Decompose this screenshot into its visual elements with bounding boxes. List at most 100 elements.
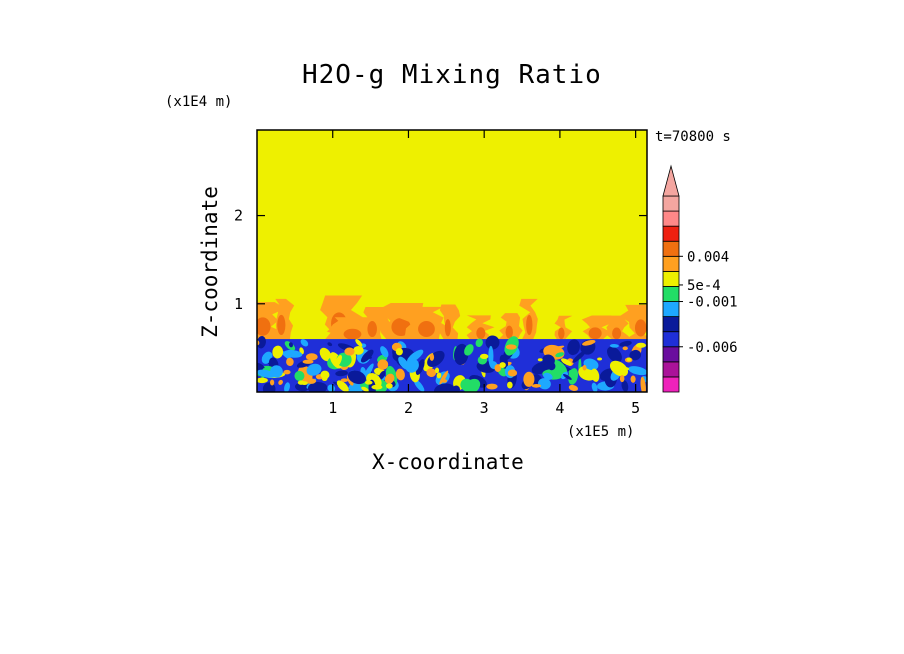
eddy-core bbox=[619, 374, 625, 383]
colorbar-cell bbox=[662, 316, 680, 333]
eddy-core bbox=[531, 383, 542, 388]
eddy bbox=[607, 346, 622, 363]
eddy-core bbox=[429, 353, 435, 361]
eddy bbox=[568, 368, 579, 385]
eddy bbox=[377, 359, 389, 370]
eddy bbox=[415, 359, 425, 375]
eddy bbox=[288, 342, 293, 348]
eddy-core bbox=[385, 383, 393, 389]
plume-core bbox=[257, 317, 271, 336]
eddy-core bbox=[622, 346, 628, 351]
colorbar-cell bbox=[662, 286, 680, 302]
eddy bbox=[355, 339, 363, 347]
eddy bbox=[621, 380, 629, 392]
plume-core bbox=[588, 327, 602, 340]
eddy bbox=[628, 366, 647, 376]
eddy bbox=[306, 363, 322, 376]
eddy bbox=[543, 372, 553, 380]
eddy bbox=[464, 344, 474, 356]
eddy-core bbox=[364, 380, 373, 385]
eddy bbox=[336, 380, 349, 392]
colorbar: 0.004 5e-4-0.001 -0.006 bbox=[662, 164, 738, 393]
x-tick-label: 4 bbox=[555, 399, 564, 417]
eddy-core bbox=[547, 348, 552, 354]
eddy bbox=[572, 350, 587, 363]
eddy-core bbox=[479, 353, 489, 360]
eddy bbox=[360, 349, 374, 363]
eddy-core bbox=[270, 379, 275, 386]
eddy bbox=[640, 376, 646, 392]
eddy bbox=[257, 335, 266, 349]
plume-core bbox=[505, 325, 513, 339]
eddy-core bbox=[340, 378, 349, 383]
colorbar-cell bbox=[662, 270, 680, 287]
eddy bbox=[319, 347, 332, 362]
plot-frame bbox=[256, 129, 648, 393]
eddy-core bbox=[507, 381, 513, 389]
eddy bbox=[436, 372, 442, 379]
plume-core bbox=[526, 314, 533, 336]
eddy-core bbox=[395, 348, 403, 356]
eddy-core bbox=[306, 378, 317, 384]
eddy bbox=[567, 339, 580, 356]
eddy bbox=[407, 349, 424, 363]
plume bbox=[498, 313, 523, 340]
eddy bbox=[583, 358, 599, 371]
x-tick-label: 3 bbox=[480, 399, 489, 417]
eddy bbox=[262, 382, 276, 392]
eddy-core bbox=[537, 358, 543, 362]
plume-core bbox=[444, 319, 451, 337]
eddy bbox=[361, 386, 369, 392]
eddy-core bbox=[371, 384, 383, 390]
eddy bbox=[609, 343, 619, 348]
eddy bbox=[257, 362, 265, 372]
eddy bbox=[395, 368, 405, 381]
eddy-core bbox=[257, 377, 268, 384]
eddy bbox=[300, 339, 309, 347]
plume-core bbox=[418, 320, 435, 338]
plume-core bbox=[343, 328, 362, 340]
colorbar-cell bbox=[662, 301, 680, 318]
eddy bbox=[619, 340, 632, 347]
eddy-core bbox=[320, 370, 330, 380]
eddy bbox=[475, 338, 483, 348]
eddy bbox=[548, 345, 565, 351]
eddy bbox=[642, 376, 647, 383]
eddy bbox=[538, 378, 551, 390]
eddy-core bbox=[486, 383, 498, 390]
eddy bbox=[327, 342, 333, 347]
y-tick-label: 2 bbox=[234, 207, 243, 225]
eddy-core bbox=[297, 380, 305, 385]
eddy-core bbox=[344, 347, 355, 356]
eddy bbox=[523, 371, 535, 387]
eddy bbox=[582, 339, 596, 346]
eddy bbox=[347, 381, 363, 392]
eddy bbox=[413, 379, 425, 392]
eddy-core bbox=[507, 369, 518, 377]
colorbar-cell bbox=[662, 361, 680, 378]
eddy bbox=[568, 384, 579, 392]
colorbar-cell bbox=[662, 240, 680, 257]
eddy-core bbox=[597, 357, 603, 361]
eddy bbox=[380, 346, 389, 358]
eddy bbox=[347, 370, 366, 385]
eddy bbox=[272, 345, 284, 359]
eddy bbox=[563, 373, 572, 380]
eddy-core bbox=[353, 345, 364, 355]
eddy-core bbox=[582, 364, 587, 371]
eddy bbox=[561, 358, 572, 366]
eddy bbox=[294, 370, 305, 381]
eddy bbox=[439, 370, 449, 385]
x-tick-label: 1 bbox=[328, 399, 337, 417]
plume bbox=[602, 315, 633, 340]
plume-core bbox=[634, 319, 647, 337]
colorbar-cell bbox=[662, 376, 680, 393]
eddy-core bbox=[434, 367, 440, 374]
colorbar-extension bbox=[662, 164, 680, 197]
eddy bbox=[286, 357, 294, 367]
eddy bbox=[283, 349, 303, 358]
plume-core bbox=[277, 314, 286, 336]
eddy-core bbox=[302, 359, 314, 364]
colorbar-label: -0.006 bbox=[687, 340, 738, 356]
